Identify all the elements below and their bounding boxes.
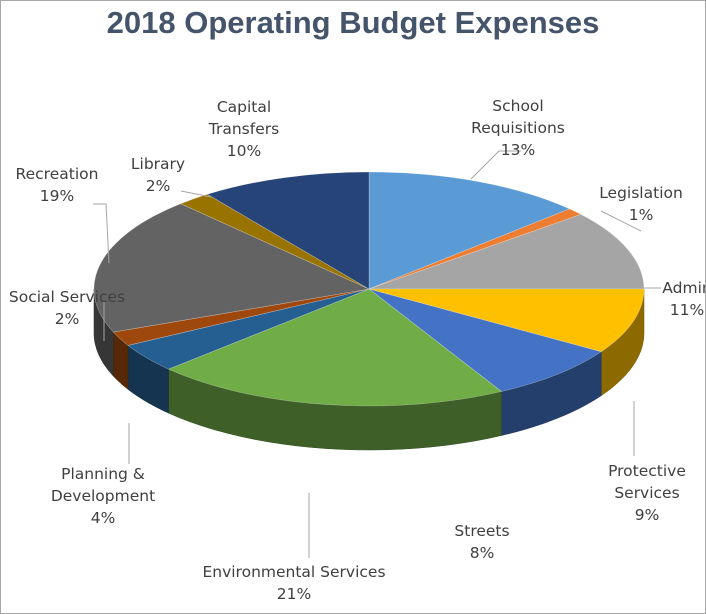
data-label-1: Legislation 1% (599, 184, 683, 224)
data-label-9-line-0: Library (131, 155, 185, 173)
data-label-5-line-0: Environmental Services (202, 563, 385, 581)
pie-slices (93, 171, 645, 407)
data-label-10-line-1: Transfers (208, 120, 279, 138)
data-label-10: Capital Transfers 10% (208, 98, 279, 160)
data-label-3-line-1: Services (614, 484, 679, 502)
data-label-0-line-0: School (492, 97, 543, 115)
data-label-0-line-2: 13% (501, 141, 535, 159)
data-label-8: Recreation 19% (16, 165, 99, 205)
data-label-5: Environmental Services 21% (202, 563, 385, 603)
data-label-2-line-1: 11% (670, 301, 704, 319)
data-label-2: Admin 11% (662, 279, 705, 319)
data-label-3-line-2: 9% (635, 506, 660, 524)
data-label-8-line-0: Recreation (16, 165, 99, 183)
pie-slice-0 (368, 171, 571, 290)
pie-slice-10 (206, 171, 370, 290)
pie-slice-1 (368, 208, 582, 290)
data-label-1-line-0: Legislation (599, 184, 683, 202)
data-label-6: Planning & Development 4% (51, 465, 155, 527)
pie-slice-9 (179, 193, 370, 290)
data-label-4: Streets 8% (454, 522, 509, 562)
data-label-7: Social Services 2% (9, 288, 125, 328)
data-label-4-line-1: 8% (470, 544, 495, 562)
leader-line-9 (180, 190, 212, 198)
data-label-3: Protective Services 9% (608, 462, 686, 524)
leader-line-1 (600, 210, 642, 232)
leader-line-0 (470, 150, 521, 180)
data-label-2-line-0: Admin (662, 279, 705, 297)
data-label-6-line-0: Planning & (61, 465, 145, 483)
chart-title: 2018 Operating Budget Expenses (106, 5, 600, 40)
data-label-7-line-0: Social Services (9, 288, 125, 306)
pie-slice-3 (368, 288, 645, 353)
data-label-9-line-1: 2% (146, 177, 171, 195)
data-label-5-line-1: 21% (277, 585, 311, 603)
data-label-3-line-0: Protective (608, 462, 686, 480)
pie-slice-7 (112, 288, 370, 346)
data-label-10-line-0: Capital (217, 98, 271, 116)
data-label-8-line-1: 19% (40, 187, 74, 205)
data-label-6-line-2: 4% (91, 509, 116, 527)
data-label-0: School Requisitions 13% (471, 97, 565, 159)
pie-slice-4 (368, 288, 602, 392)
data-label-7-line-1: 2% (55, 310, 80, 328)
pie-slice-2 (368, 214, 645, 290)
data-label-6-line-1: Development (51, 487, 155, 505)
pie-slice-8 (93, 203, 371, 333)
data-label-10-line-2: 10% (227, 142, 261, 160)
pie-slice-5 (167, 288, 503, 407)
data-label-1-line-1: 1% (629, 206, 654, 224)
data-label-9: Library 2% (131, 155, 185, 195)
leader-line-8 (93, 203, 110, 264)
pie-slice-6 (127, 288, 370, 370)
data-label-4-line-0: Streets (454, 522, 509, 540)
data-labels: School Requisitions 13% Legislation 1% Admin 1… (9, 97, 705, 603)
data-label-0-line-1: Requisitions (471, 119, 565, 137)
